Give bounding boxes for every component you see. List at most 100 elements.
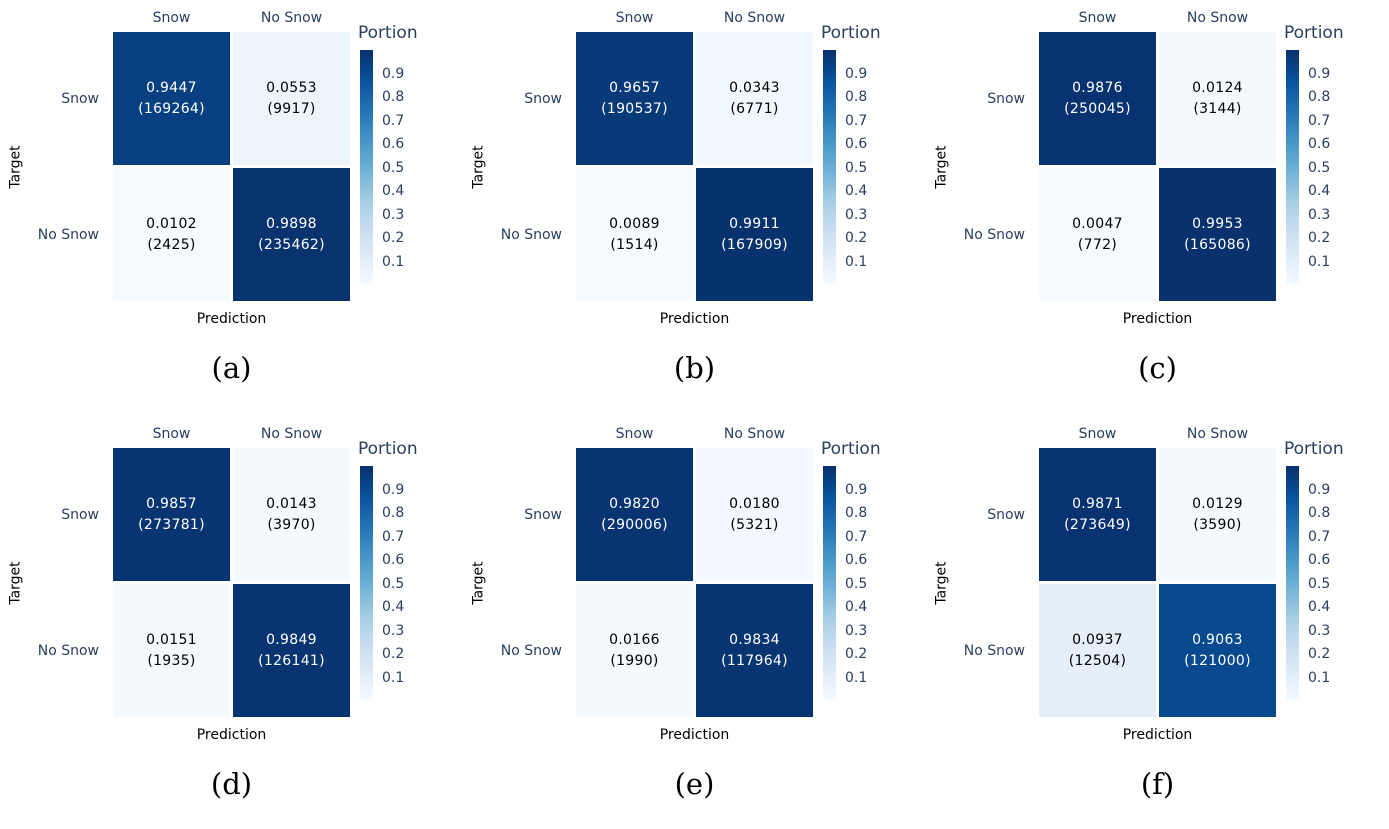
cell-count: (190537) [601, 101, 668, 117]
cell-count: (121000) [1184, 653, 1251, 669]
colorbar-tick: 0.3 [1308, 206, 1331, 223]
colorbar-gradient [360, 466, 373, 701]
colorbar-gradient [1286, 50, 1299, 285]
colorbar-body: 0.9 0.8 0.7 0.6 0.5 0.4 0.3 0.2 0.1 [823, 50, 905, 285]
colorbar-tick: 0.5 [1308, 159, 1331, 176]
matrix-cell-true-negative: 0.9898 (235462) [233, 168, 350, 301]
colorbar-tick: 0.4 [382, 183, 405, 199]
matrix-cell-false-negative: 0.0124 (3144) [1159, 32, 1276, 165]
colorbar-tick: 0.2 [845, 230, 868, 246]
column-labels: Snow No Snow [576, 420, 813, 448]
cell-portion: 0.0102 [146, 216, 197, 232]
colorbar-body: 0.9 0.8 0.7 0.6 0.5 0.4 0.3 0.2 0.1 [360, 50, 442, 285]
confusion-matrix-panel-f: Target Snow No Snow Snow No Snow 0.9871 … [926, 400, 1389, 829]
colorbar-title: Portion [358, 439, 418, 459]
colorbar-tick: 0.8 [845, 89, 868, 105]
row-label-snow: Snow [987, 90, 1025, 107]
colorbar-tick: 0.6 [845, 552, 868, 568]
colorbar-gradient [823, 50, 836, 285]
matrix-cell-true-negative: 0.9834 (117964) [696, 584, 813, 717]
colorbar-tick: 0.4 [1308, 183, 1331, 199]
colorbar: Portion 0.9 0.8 0.7 0.6 0.5 0.4 0.3 0.2 … [358, 420, 460, 743]
colorbar-tick: 0.8 [1308, 89, 1331, 105]
cell-count: (3590) [1193, 517, 1242, 533]
colorbar-title: Portion [1284, 23, 1344, 43]
cell-portion: 0.9857 [146, 496, 197, 512]
colorbar-tick: 0.6 [1308, 136, 1331, 152]
cell-portion: 0.0089 [609, 216, 660, 232]
x-axis-title: Prediction [1122, 727, 1193, 743]
col-label-no-snow: No Snow [1186, 10, 1249, 26]
y-axis-title: Target [8, 144, 24, 189]
row-labels: Snow No Snow [29, 4, 113, 327]
confusion-matrix-panel-a: Target Snow No Snow Snow No Snow 0.9447 … [0, 0, 463, 400]
plot-area: Target Snow No Snow Snow No Snow 0.9820 … [466, 420, 923, 743]
col-label-snow: Snow [152, 10, 191, 26]
row-label-no-snow: No Snow [963, 226, 1025, 243]
cell-portion: 0.0047 [1072, 216, 1123, 232]
matrix-column: Snow No Snow 0.9857 (273781) 0.0143 (397… [113, 420, 350, 743]
colorbar-gradient [823, 466, 836, 701]
matrix-cell-true-positive: 0.9876 (250045) [1039, 32, 1156, 165]
cell-count: (1935) [147, 653, 196, 669]
colorbar: Portion 0.9 0.8 0.7 0.6 0.5 0.4 0.3 0.2 … [821, 4, 923, 327]
cell-count: (290006) [601, 517, 668, 533]
x-axis-title: Prediction [659, 727, 730, 743]
x-axis-title: Prediction [196, 727, 267, 743]
colorbar: Portion 0.9 0.8 0.7 0.6 0.5 0.4 0.3 0.2 … [358, 4, 460, 327]
col-label-no-snow: No Snow [260, 426, 323, 442]
matrix-column: Snow No Snow 0.9876 (250045) 0.0124 (314… [1039, 4, 1276, 327]
colorbar-title: Portion [821, 439, 881, 459]
colorbar-ticks: 0.9 0.8 0.7 0.6 0.5 0.4 0.3 0.2 0.1 [1308, 50, 1368, 285]
col-label-no-snow: No Snow [723, 426, 786, 442]
colorbar-ticks: 0.9 0.8 0.7 0.6 0.5 0.4 0.3 0.2 0.1 [382, 50, 442, 285]
cell-count: (2425) [147, 237, 196, 253]
col-label-no-snow: No Snow [1186, 426, 1249, 442]
cell-portion: 0.9871 [1072, 496, 1123, 512]
colorbar: Portion 0.9 0.8 0.7 0.6 0.5 0.4 0.3 0.2 … [821, 420, 923, 743]
y-axis-title: Target [471, 144, 487, 189]
heatmap-matrix: 0.9447 (169264) 0.0553 (9917) 0.0102 (24… [113, 32, 350, 301]
cell-count: (1514) [610, 237, 659, 253]
colorbar-tick: 0.2 [1308, 646, 1331, 662]
y-axis-title-wrap: Target [466, 420, 492, 717]
colorbar-tick: 0.5 [1308, 575, 1331, 592]
row-labels: Snow No Snow [492, 420, 576, 743]
colorbar-tick: 0.1 [1308, 253, 1331, 270]
column-labels: Snow No Snow [113, 420, 350, 448]
cell-portion: 0.9063 [1192, 632, 1243, 648]
colorbar-tick: 0.3 [845, 206, 868, 223]
row-label-snow: Snow [61, 90, 99, 107]
colorbar-title: Portion [821, 23, 881, 43]
cell-count: (9917) [267, 101, 316, 117]
colorbar-gradient [360, 50, 373, 285]
colorbar-tick: 0.9 [845, 481, 868, 498]
cell-count: (273781) [138, 517, 205, 533]
cell-count: (1990) [610, 653, 659, 669]
colorbar: Portion 0.9 0.8 0.7 0.6 0.5 0.4 0.3 0.2 … [1284, 4, 1386, 327]
cell-count: (3144) [1193, 101, 1242, 117]
x-axis-title: Prediction [196, 311, 267, 327]
row-labels: Snow No Snow [955, 4, 1039, 327]
colorbar-tick: 0.1 [382, 669, 405, 686]
plot-area: Target Snow No Snow Snow No Snow 0.9657 … [466, 4, 923, 327]
colorbar-tick: 0.4 [845, 599, 868, 615]
matrix-column: Snow No Snow 0.9447 (169264) 0.0553 (991… [113, 4, 350, 327]
row-labels: Snow No Snow [955, 420, 1039, 743]
row-label-snow: Snow [524, 90, 562, 107]
column-labels: Snow No Snow [1039, 420, 1276, 448]
colorbar-tick: 0.3 [845, 622, 868, 639]
colorbar-tick: 0.8 [382, 89, 405, 105]
cell-portion: 0.9876 [1072, 80, 1123, 96]
row-label-no-snow: No Snow [963, 642, 1025, 659]
matrix-cell-true-positive: 0.9820 (290006) [576, 448, 693, 581]
cell-count: (167909) [721, 237, 788, 253]
colorbar-tick: 0.1 [382, 253, 405, 270]
column-labels: Snow No Snow [1039, 4, 1276, 32]
y-axis-title-wrap: Target [3, 420, 29, 717]
colorbar-tick: 0.3 [382, 206, 405, 223]
matrix-cell-true-positive: 0.9871 (273649) [1039, 448, 1156, 581]
matrix-cell-false-positive: 0.0151 (1935) [113, 584, 230, 717]
confusion-matrix-panel-b: Target Snow No Snow Snow No Snow 0.9657 … [463, 0, 926, 400]
x-axis-title: Prediction [659, 311, 730, 327]
